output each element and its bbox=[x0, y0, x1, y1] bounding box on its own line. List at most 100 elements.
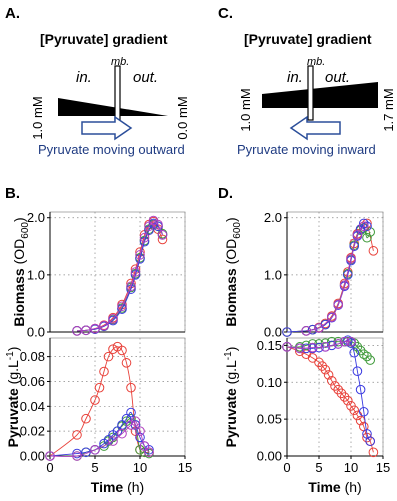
data-point bbox=[135, 432, 145, 443]
data-point bbox=[108, 344, 118, 354]
series-line bbox=[76, 221, 163, 332]
y-tick-label: 0.06 bbox=[20, 374, 45, 389]
x-tick-label: 5 bbox=[315, 460, 322, 475]
data-point bbox=[362, 221, 372, 232]
data-point bbox=[333, 339, 344, 349]
data-point bbox=[365, 436, 376, 447]
series-blue bbox=[72, 218, 168, 336]
series-line bbox=[286, 346, 374, 453]
data-point bbox=[135, 250, 145, 260]
x-tick-label: 15 bbox=[376, 460, 390, 475]
data-point bbox=[282, 327, 292, 337]
data-point bbox=[346, 336, 356, 347]
panel-a-outside-label: out. bbox=[133, 69, 158, 86]
series-line bbox=[76, 222, 163, 332]
data-point bbox=[365, 227, 376, 237]
series-red bbox=[72, 216, 168, 336]
series-line bbox=[49, 420, 150, 457]
data-point bbox=[333, 384, 344, 395]
data-point bbox=[139, 232, 150, 243]
panel-c-membrane-label: mb. bbox=[307, 56, 325, 68]
data-point bbox=[314, 323, 324, 333]
panel-a-label: A. bbox=[5, 5, 20, 22]
data-point bbox=[355, 224, 366, 234]
x-tick-label: 10 bbox=[344, 460, 358, 475]
data-point bbox=[121, 413, 132, 424]
x-tick-label: 0 bbox=[46, 460, 53, 475]
data-point bbox=[139, 441, 150, 451]
y-tick-label: 2.0 bbox=[27, 210, 45, 225]
y-tick-label: 0.02 bbox=[20, 424, 45, 439]
series-purple bbox=[301, 221, 369, 336]
data-point bbox=[327, 312, 337, 322]
y-tick-label: 2.0 bbox=[264, 210, 282, 225]
x-axis-label: Time (h) bbox=[308, 479, 361, 495]
series-line bbox=[76, 220, 163, 332]
panel-a-left-concentration: 1.0 mM bbox=[30, 96, 45, 139]
panel-c-right-concentration: 1.7 mM bbox=[381, 88, 396, 131]
panel-c-gradient-wedge bbox=[262, 82, 378, 108]
data-point bbox=[336, 388, 347, 399]
data-point bbox=[126, 382, 136, 393]
y-tick-label: 0.0 bbox=[27, 325, 45, 340]
data-point bbox=[126, 407, 136, 418]
data-point bbox=[368, 246, 379, 256]
y-tick-label: 0.00 bbox=[257, 449, 282, 464]
series-purple bbox=[45, 416, 154, 461]
y-tick-label: 0.10 bbox=[257, 375, 282, 390]
data-point bbox=[72, 448, 82, 459]
panel-a-right-concentration: 0.0 mM bbox=[175, 96, 190, 139]
y-axis-label: Pyruvate (g.L-1) bbox=[5, 347, 21, 448]
data-point bbox=[349, 347, 360, 358]
data-point bbox=[359, 406, 369, 417]
data-point bbox=[359, 218, 369, 229]
y-tick-label: 0.00 bbox=[20, 449, 45, 464]
data-point bbox=[90, 444, 100, 455]
data-point bbox=[314, 357, 324, 368]
panel-c-outside-label: out. bbox=[325, 69, 350, 86]
y-tick-label: 0.08 bbox=[20, 349, 45, 364]
data-point bbox=[153, 219, 163, 230]
y-axis-label: Biomass (OD600) bbox=[223, 217, 243, 326]
data-point bbox=[368, 447, 379, 458]
data-point bbox=[117, 301, 127, 312]
y-tick-label: 0.04 bbox=[20, 399, 45, 414]
data-point bbox=[282, 342, 292, 352]
panel-a-inside-label: in. bbox=[76, 69, 92, 86]
data-point bbox=[307, 353, 318, 363]
panel-c-membrane bbox=[307, 65, 314, 121]
panel-a-gradient-wedge bbox=[58, 98, 168, 116]
y-tick-label: 1.0 bbox=[264, 267, 282, 282]
data-point bbox=[99, 366, 109, 377]
series-line bbox=[306, 225, 365, 332]
data-point bbox=[72, 451, 82, 461]
panel-c: C. [Pyruvate] gradient mb. in. out. 1.0 … bbox=[218, 5, 396, 157]
panel-c-inward-arrow bbox=[289, 115, 341, 141]
panel-a-membrane bbox=[114, 65, 121, 121]
panel-c-inside-label: in. bbox=[287, 69, 303, 86]
data-point bbox=[343, 395, 353, 406]
data-point bbox=[301, 326, 312, 336]
panel-a-outward-arrow bbox=[81, 115, 133, 141]
data-point bbox=[108, 432, 118, 443]
data-point bbox=[117, 345, 127, 356]
data-point bbox=[365, 355, 376, 365]
data-point bbox=[362, 232, 372, 243]
data-point bbox=[94, 382, 105, 393]
data-point bbox=[362, 351, 372, 362]
panel-a: A. [Pyruvate] gradient mb. in. out. 1.0 … bbox=[5, 5, 190, 157]
data-point bbox=[346, 254, 356, 264]
panel-c-caption: Pyruvate moving inward bbox=[237, 142, 376, 157]
x-tick-label: 15 bbox=[178, 460, 192, 475]
data-point bbox=[333, 299, 344, 310]
data-point bbox=[90, 323, 100, 334]
panel-c-label: C. bbox=[218, 5, 233, 22]
data-point bbox=[45, 451, 55, 461]
data-point bbox=[355, 345, 366, 356]
x-tick-label: 5 bbox=[91, 460, 98, 475]
panel-a-gradient-title: [Pyruvate] gradient bbox=[40, 31, 168, 47]
data-point bbox=[352, 230, 363, 240]
panel-c-gradient-title: [Pyruvate] gradient bbox=[244, 31, 372, 47]
data-point bbox=[339, 280, 350, 290]
